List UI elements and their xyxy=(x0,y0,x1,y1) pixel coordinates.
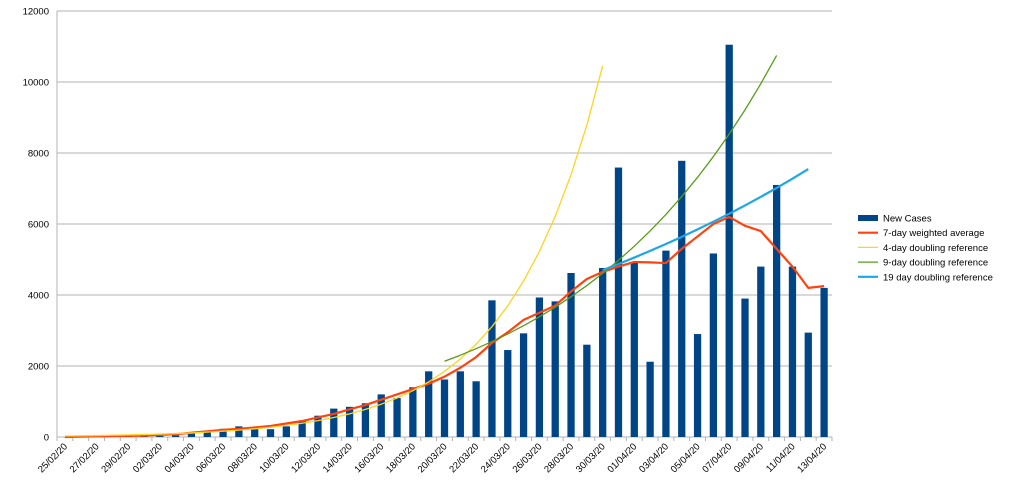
bar xyxy=(377,394,385,437)
bar xyxy=(345,406,354,437)
x-tick-label: 02/03/20 xyxy=(131,441,165,475)
legend-swatch xyxy=(858,215,878,221)
bar xyxy=(741,298,749,437)
bar xyxy=(709,253,718,437)
y-tick-label: 2000 xyxy=(28,362,49,373)
line xyxy=(64,65,604,437)
bar xyxy=(504,350,512,437)
bar xyxy=(599,268,607,437)
y-tick-label: 12000 xyxy=(23,7,49,18)
bar xyxy=(156,435,164,437)
x-tick-label: 12/03/20 xyxy=(289,441,323,475)
bar xyxy=(266,429,275,437)
y-tick-label: 8000 xyxy=(28,149,49,160)
x-tick-label: 14/03/20 xyxy=(321,441,355,475)
x-tick-label: 30/03/20 xyxy=(574,441,608,475)
x-tick-label: 06/03/20 xyxy=(194,441,228,475)
bar xyxy=(456,371,464,437)
bar xyxy=(788,266,797,437)
x-tick-label: 29/02/20 xyxy=(99,441,133,475)
x-tick-label: 04/03/20 xyxy=(163,441,197,475)
bar xyxy=(551,301,559,437)
bar xyxy=(583,344,591,437)
bar xyxy=(314,415,322,437)
y-tick-label: 4000 xyxy=(28,291,49,302)
x-tick-label: 22/03/20 xyxy=(447,441,481,475)
x-tick-label: 10/03/20 xyxy=(258,441,292,475)
bar xyxy=(630,262,638,437)
bar xyxy=(535,297,544,437)
x-tick-label: 25/02/20 xyxy=(36,441,70,475)
bar xyxy=(725,44,733,437)
bar xyxy=(646,361,654,437)
bar xyxy=(820,287,828,437)
y-tick-label: 0 xyxy=(44,433,49,444)
bar xyxy=(693,334,702,437)
x-tick-label: 27/02/20 xyxy=(68,441,102,475)
x-tick-label: 18/03/20 xyxy=(384,441,418,475)
x-tick-label: 05/04/20 xyxy=(669,441,703,475)
bar xyxy=(171,435,180,437)
bar xyxy=(187,433,196,437)
bar xyxy=(804,332,812,437)
bar xyxy=(662,250,670,437)
legend-label: New Cases xyxy=(883,214,932,225)
bar xyxy=(219,428,227,437)
y-tick-label: 6000 xyxy=(28,220,49,231)
x-tick-label: 28/03/20 xyxy=(542,441,576,475)
legend-label: 4-day doubling reference xyxy=(883,243,988,254)
x-tick-label: 07/04/20 xyxy=(700,441,734,475)
bar xyxy=(488,300,496,437)
x-tick-label: 24/03/20 xyxy=(479,441,513,475)
bar xyxy=(330,408,338,437)
x-tick-label: 01/04/20 xyxy=(605,441,639,475)
x-tick-label: 20/03/20 xyxy=(416,441,450,475)
bar xyxy=(440,379,449,437)
legend-label: 19 day doubling reference xyxy=(883,272,993,283)
x-tick-label: 08/03/20 xyxy=(226,441,260,475)
bar xyxy=(567,272,575,437)
bar xyxy=(361,403,370,437)
x-tick-label: 26/03/20 xyxy=(511,441,545,475)
bar xyxy=(298,421,306,437)
legend-label: 7-day weighted average xyxy=(883,228,984,239)
x-tick-label: 11/04/20 xyxy=(764,441,797,474)
bar xyxy=(519,333,528,437)
x-tick-label: 03/04/20 xyxy=(637,441,671,475)
bar xyxy=(773,184,781,437)
bar xyxy=(282,426,290,437)
bar xyxy=(678,160,686,437)
x-tick-label: 13/04/20 xyxy=(795,441,829,475)
bar xyxy=(251,428,259,437)
bar xyxy=(472,381,480,437)
bar xyxy=(409,387,417,437)
x-tick-label: 09/04/20 xyxy=(732,441,766,475)
bar xyxy=(425,371,433,437)
bar xyxy=(203,431,211,437)
legend-label: 9-day doubling reference xyxy=(883,258,988,269)
y-tick-label: 10000 xyxy=(23,78,49,89)
bar xyxy=(235,426,243,437)
bar xyxy=(757,266,765,437)
x-tick-label: 16/03/20 xyxy=(352,441,386,475)
line xyxy=(602,168,809,272)
bar xyxy=(393,397,401,437)
bar xyxy=(614,167,623,437)
